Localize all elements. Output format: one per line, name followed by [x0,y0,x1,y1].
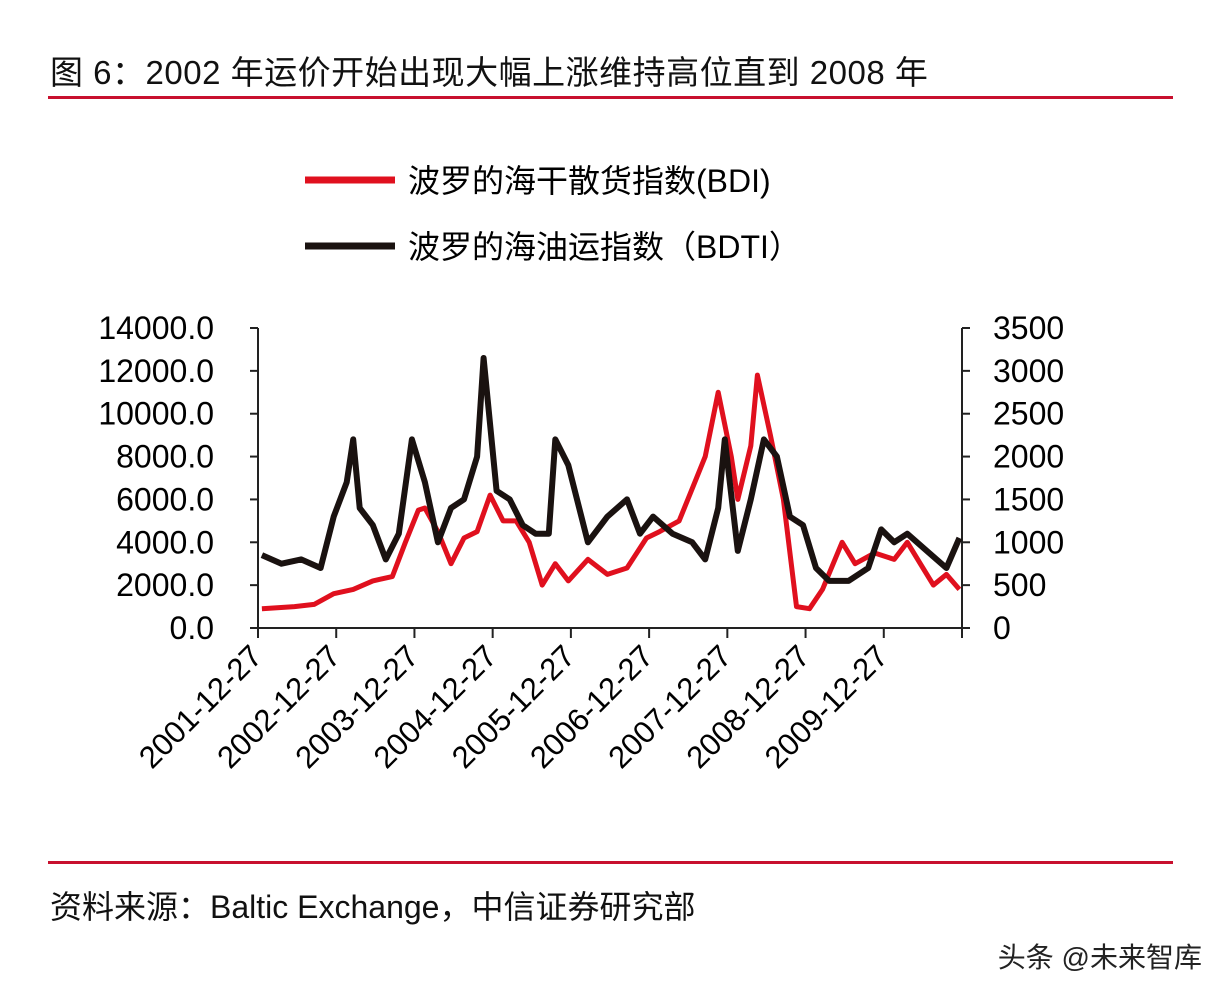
y-tick-label-left: 6000.0 [116,481,214,517]
figure-title: 图 6：2002 年运价开始出现大幅上涨维持高位直到 2008 年 [50,54,929,91]
bdi-line [261,372,962,612]
y-tick-label-left: 0.0 [170,610,214,646]
y-tick-label-left: 14000.0 [98,310,214,346]
y-tick-label-right: 0 [993,610,1011,646]
y-tick-label-right: 500 [993,567,1046,603]
bottom-rule [48,861,1173,864]
y-tick-label-left: 2000.0 [116,567,214,603]
legend: 波罗的海干散货指数(BDI) 波罗的海油运指数（BDTI） [305,163,801,265]
y-tick-label-right: 1000 [993,524,1064,560]
y-tick-label-right: 3500 [993,310,1064,346]
watermark: 头条 @未来智库 [997,942,1202,973]
y-tick-label-right: 3000 [993,353,1064,389]
y-tick-label-left: 10000.0 [98,396,214,432]
legend-label-bdti: 波罗的海油运指数（BDTI） [408,229,801,265]
y-tick-label-right: 1500 [993,481,1064,517]
top-rule [48,96,1173,99]
bdti-line [260,355,963,584]
y-tick-label-left: 12000.0 [98,353,214,389]
y-tick-label-left: 4000.0 [116,524,214,560]
legend-label-bdi: 波罗的海干散货指数(BDI) [408,163,771,199]
y-tick-label-left: 8000.0 [116,439,214,475]
y-tick-label-right: 2500 [993,396,1064,432]
source-note: 资料来源：Baltic Exchange，中信证券研究部 [50,889,696,925]
y-tick-label-right: 2000 [993,439,1064,475]
